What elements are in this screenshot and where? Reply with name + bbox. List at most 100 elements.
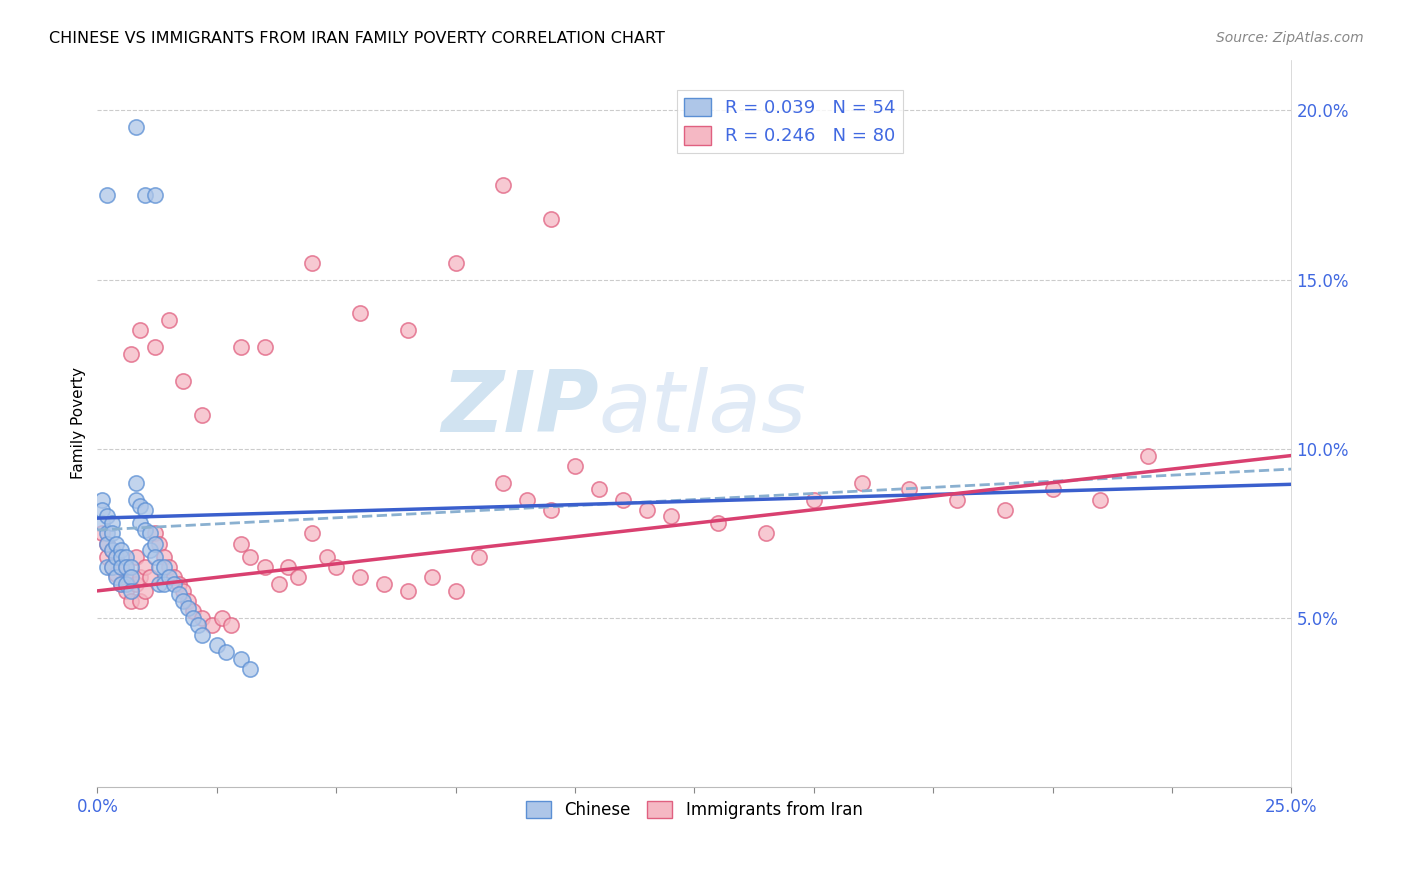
Point xyxy=(115,583,138,598)
Point xyxy=(181,604,204,618)
Point xyxy=(315,549,337,564)
Point xyxy=(564,458,586,473)
Point xyxy=(100,516,122,531)
Point xyxy=(187,617,209,632)
Point xyxy=(105,536,128,550)
Point xyxy=(105,549,128,564)
Point xyxy=(659,509,682,524)
Point xyxy=(115,577,138,591)
Point xyxy=(120,570,142,584)
Point xyxy=(994,502,1017,516)
Point xyxy=(143,536,166,550)
Point xyxy=(851,475,873,490)
Point xyxy=(124,577,146,591)
Point xyxy=(100,560,122,574)
Point xyxy=(191,611,214,625)
Point xyxy=(100,543,122,558)
Point xyxy=(124,475,146,490)
Point xyxy=(153,560,176,574)
Point xyxy=(129,323,152,337)
Point xyxy=(96,536,118,550)
Point xyxy=(91,516,114,531)
Point xyxy=(153,577,176,591)
Point xyxy=(492,178,515,192)
Point xyxy=(540,211,562,226)
Point xyxy=(96,509,118,524)
Point xyxy=(115,549,138,564)
Point xyxy=(177,600,200,615)
Point xyxy=(120,594,142,608)
Point xyxy=(96,526,118,541)
Point xyxy=(100,526,122,541)
Point xyxy=(612,492,634,507)
Legend: Chinese, Immigrants from Iran: Chinese, Immigrants from Iran xyxy=(519,795,869,826)
Point xyxy=(172,583,194,598)
Point xyxy=(163,577,186,591)
Point xyxy=(191,628,214,642)
Point xyxy=(110,543,132,558)
Point xyxy=(96,188,118,202)
Point xyxy=(1137,449,1160,463)
Point xyxy=(129,594,152,608)
Point xyxy=(148,577,170,591)
Point xyxy=(110,577,132,591)
Point xyxy=(129,570,152,584)
Point xyxy=(153,549,176,564)
Y-axis label: Family Poverty: Family Poverty xyxy=(72,368,86,479)
Point xyxy=(124,120,146,135)
Point xyxy=(444,583,467,598)
Point xyxy=(157,570,180,584)
Point xyxy=(120,560,142,574)
Point xyxy=(139,570,162,584)
Point xyxy=(134,560,156,574)
Point xyxy=(211,611,233,625)
Point xyxy=(167,577,190,591)
Point xyxy=(177,594,200,608)
Point xyxy=(105,549,128,564)
Point xyxy=(253,560,276,574)
Point xyxy=(229,651,252,665)
Text: Source: ZipAtlas.com: Source: ZipAtlas.com xyxy=(1216,31,1364,45)
Point xyxy=(96,536,118,550)
Point xyxy=(110,560,132,574)
Point xyxy=(229,536,252,550)
Point xyxy=(124,492,146,507)
Point xyxy=(120,347,142,361)
Point xyxy=(239,549,262,564)
Point xyxy=(267,577,290,591)
Point xyxy=(115,560,138,574)
Point xyxy=(946,492,969,507)
Point xyxy=(91,502,114,516)
Point xyxy=(1042,483,1064,497)
Point xyxy=(540,502,562,516)
Point xyxy=(803,492,825,507)
Point xyxy=(100,543,122,558)
Point xyxy=(191,408,214,422)
Point xyxy=(588,483,610,497)
Point xyxy=(120,570,142,584)
Point xyxy=(96,549,118,564)
Point xyxy=(636,502,658,516)
Point xyxy=(105,570,128,584)
Point xyxy=(396,323,419,337)
Point xyxy=(163,570,186,584)
Point xyxy=(1090,492,1112,507)
Point xyxy=(129,500,152,514)
Point xyxy=(110,560,132,574)
Point xyxy=(492,475,515,490)
Point xyxy=(468,549,491,564)
Point xyxy=(110,549,132,564)
Point xyxy=(148,560,170,574)
Point xyxy=(120,583,142,598)
Point xyxy=(396,583,419,598)
Point xyxy=(253,340,276,354)
Point xyxy=(134,188,156,202)
Point xyxy=(898,483,921,497)
Point xyxy=(172,594,194,608)
Point xyxy=(516,492,538,507)
Point xyxy=(325,560,347,574)
Point xyxy=(139,543,162,558)
Point xyxy=(181,611,204,625)
Point xyxy=(349,570,371,584)
Point xyxy=(139,526,162,541)
